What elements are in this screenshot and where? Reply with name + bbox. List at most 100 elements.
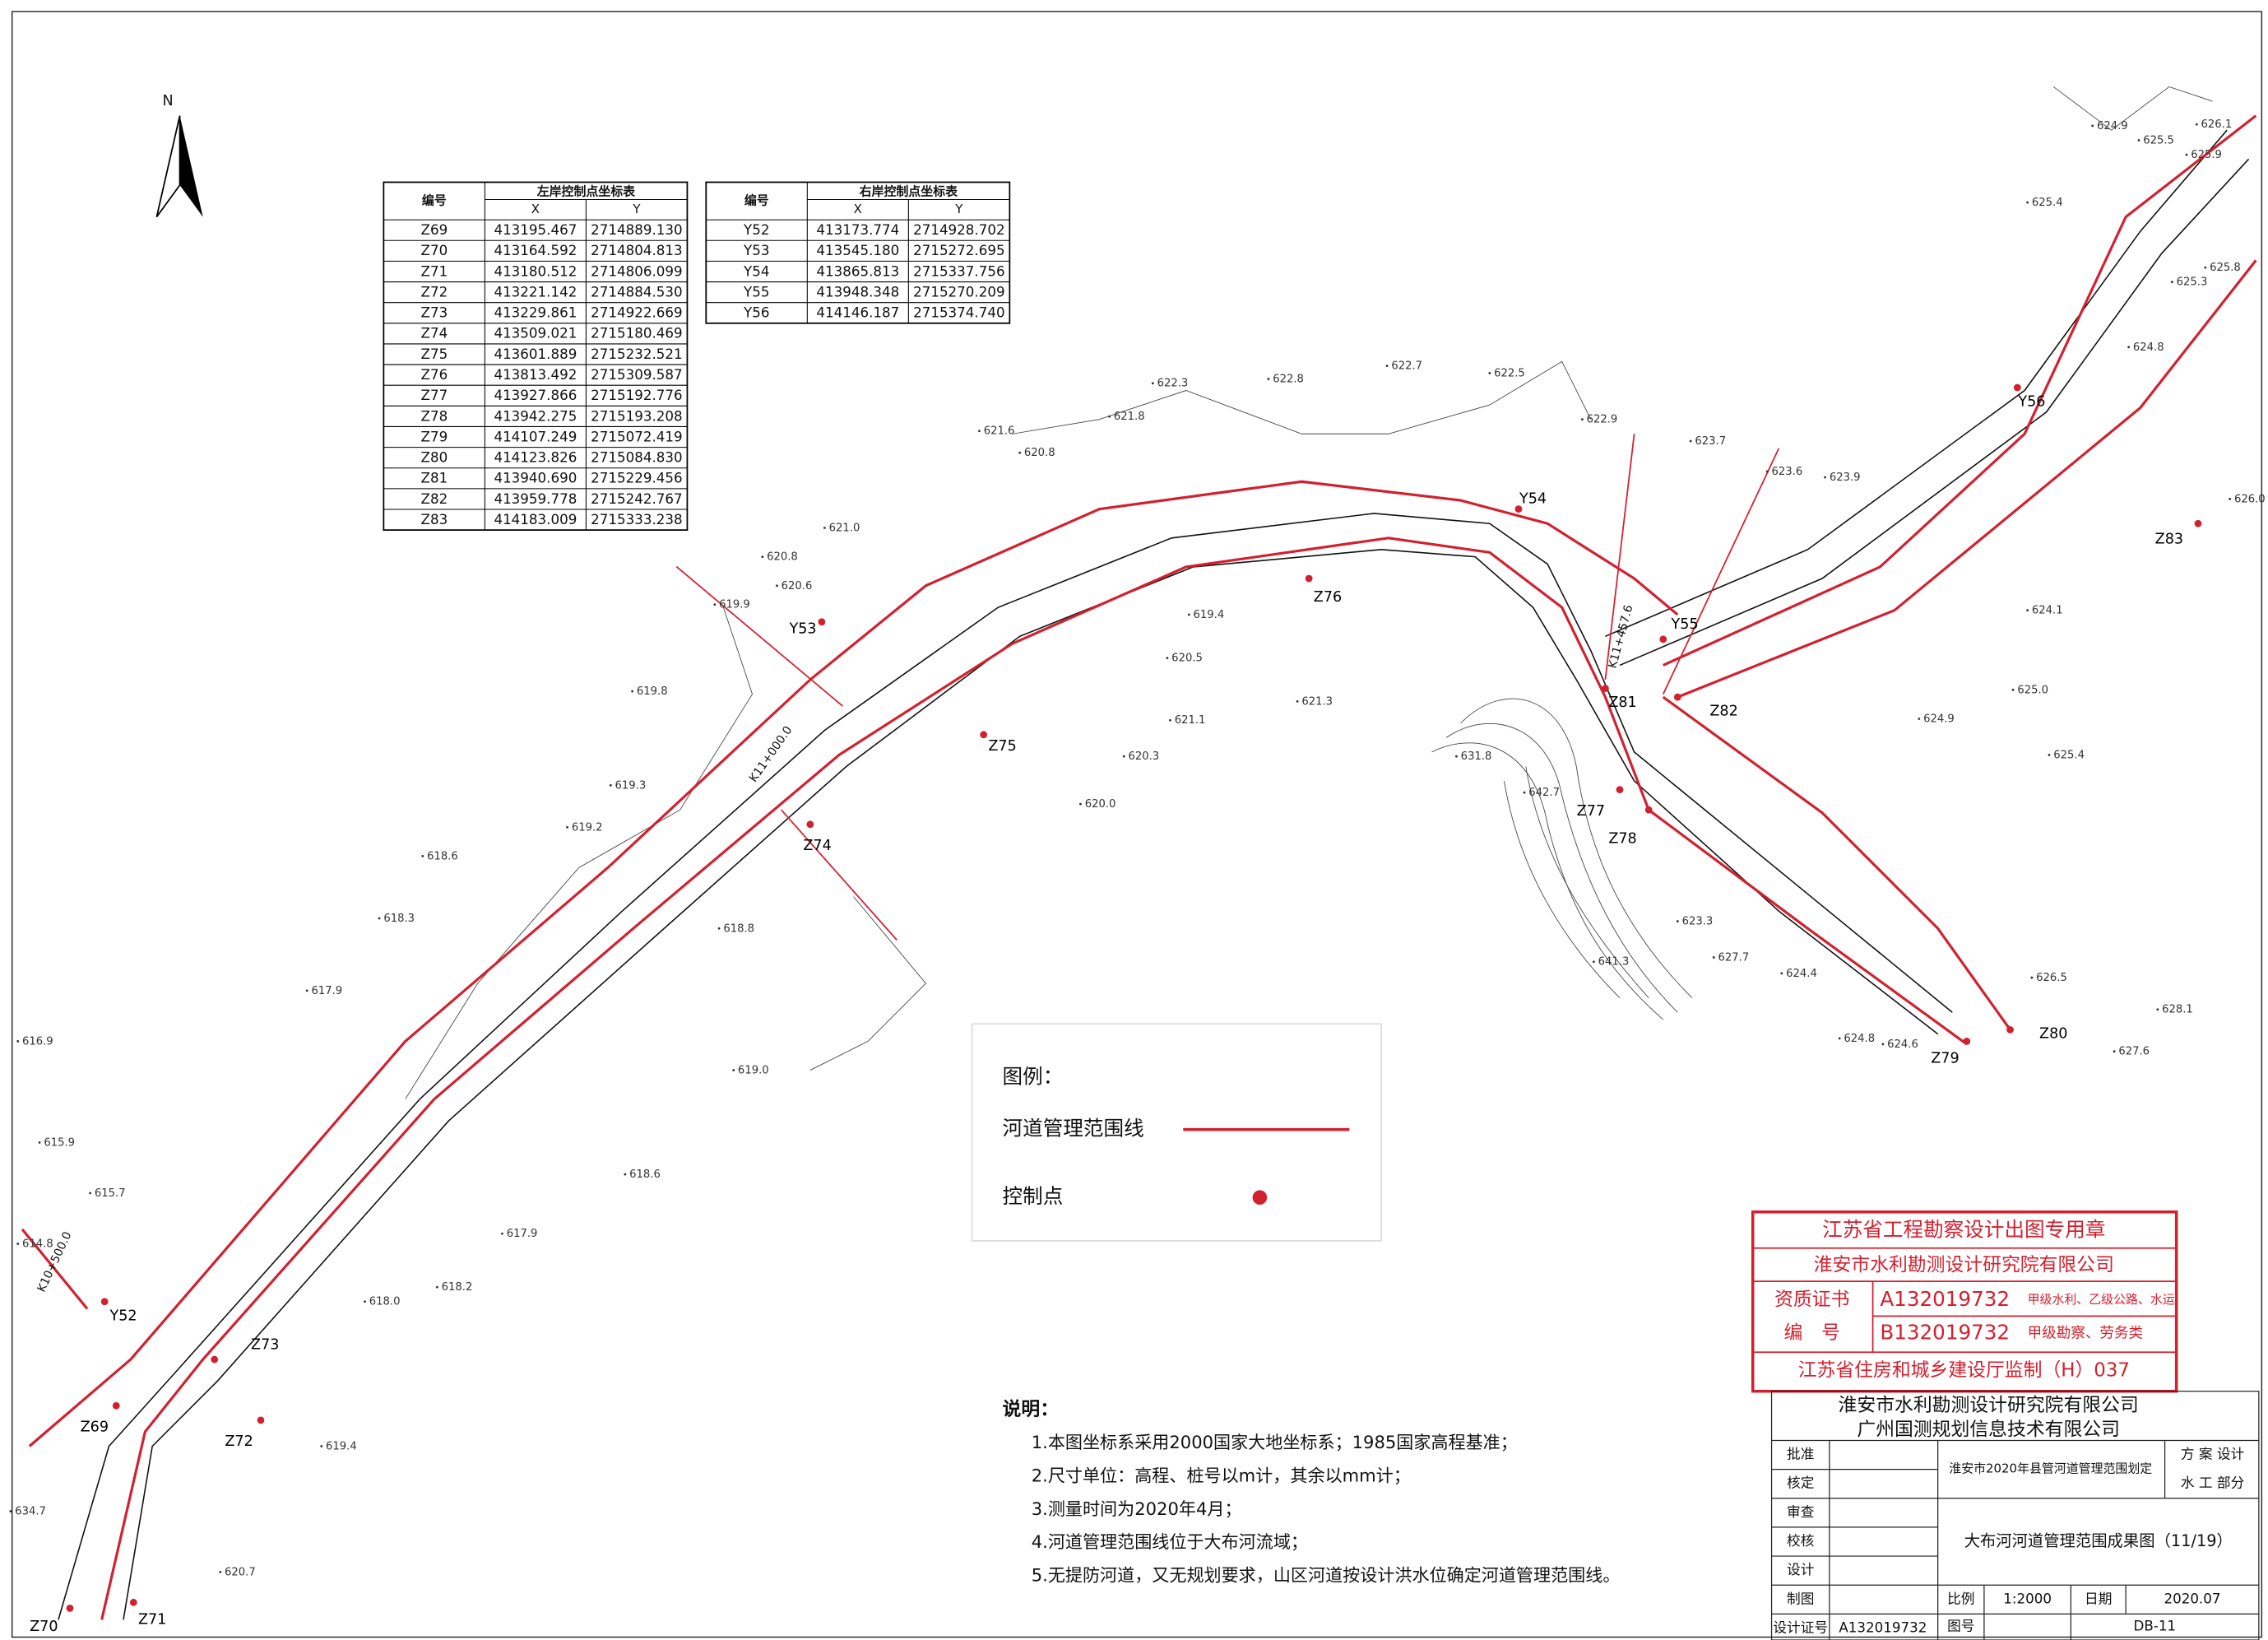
spot <box>713 603 717 606</box>
table-title: 右岸控制点坐标表 <box>860 184 958 199</box>
elevation: 622.8 <box>1273 373 1304 385</box>
spot <box>823 527 826 529</box>
elevation: 625.9 <box>2191 149 2222 161</box>
table-cell: 2714922.669 <box>591 305 682 321</box>
role: 校核 <box>1787 1533 1815 1549</box>
elevation: 627.7 <box>1718 951 1750 964</box>
spot <box>501 1232 503 1235</box>
table-cell: Z75 <box>421 346 448 362</box>
spot <box>1488 372 1491 374</box>
legend-item: 河道管理范围线 <box>1003 1117 1144 1141</box>
spot <box>421 855 424 857</box>
drawing-title: 大布河河道管理范围成果图（11/19） <box>1964 1531 2233 1550</box>
table-cell: Z70 <box>421 243 448 258</box>
table-cell: 413959.778 <box>494 491 577 507</box>
point-label: Z73 <box>251 1336 279 1353</box>
elevation: 626.5 <box>2036 972 2067 984</box>
spot <box>1765 470 1769 473</box>
spot <box>2137 139 2140 142</box>
table-cell: 414146.187 <box>816 305 899 321</box>
table-header: X <box>531 202 540 216</box>
control-point <box>1644 806 1653 814</box>
table-cell: 2715337.756 <box>913 263 1004 279</box>
elevation: 642.7 <box>1528 787 1560 799</box>
elevation: 622.7 <box>1391 360 1422 373</box>
table-cell: 2715333.238 <box>591 512 682 527</box>
point-label: Y55 <box>1671 616 1699 633</box>
table-header: X <box>854 202 862 216</box>
table-cell: 413229.861 <box>494 305 577 321</box>
table-header: Y <box>632 202 641 216</box>
point-label: Z78 <box>1608 830 1636 847</box>
elevation: 619.3 <box>615 779 647 792</box>
point-label: Z70 <box>30 1619 58 1635</box>
table-cell: Z79 <box>421 429 448 444</box>
table-cell: 413813.492 <box>494 367 577 383</box>
control-point <box>1305 574 1313 583</box>
table-cell: 413545.180 <box>816 243 899 258</box>
table-cell: 2714884.530 <box>591 284 682 300</box>
elevation: 634.7 <box>15 1506 46 1518</box>
spot <box>1166 657 1169 660</box>
spot <box>624 1173 627 1176</box>
elevation: 622.9 <box>1587 414 1618 426</box>
table-cell: Z74 <box>421 326 448 341</box>
point-label: Z69 <box>81 1419 109 1436</box>
north-label: N <box>162 93 173 109</box>
table-cell: 413942.275 <box>494 408 577 424</box>
note: 4.河道管理范围线位于大布河流域； <box>1032 1531 1308 1552</box>
cert-no: A132019732 <box>1839 1619 1927 1635</box>
control-point <box>257 1416 265 1424</box>
spot <box>2091 124 2094 128</box>
table-cell: 2715272.695 <box>913 243 1004 258</box>
control-point <box>1514 505 1523 513</box>
control-point <box>2013 383 2021 392</box>
stamp-scope: 甲级水利、乙级公路、水运 <box>2028 1292 2175 1307</box>
control-point <box>2006 1025 2014 1034</box>
spot <box>16 1243 20 1245</box>
elevation: 623.9 <box>1830 472 1861 484</box>
table-cell: 2714804.813 <box>591 243 682 258</box>
part: 水 工 部分 <box>2181 1475 2245 1491</box>
control-point <box>112 1401 120 1410</box>
elevation: 624.1 <box>2032 605 2063 617</box>
spot <box>219 1570 222 1573</box>
stamp-title: 江苏省工程勘察设计出图专用章 <box>1822 1218 2105 1242</box>
table-cell: 413180.512 <box>494 263 577 279</box>
elevation: 625.8 <box>2210 262 2241 274</box>
elevation: 615.7 <box>95 1187 126 1200</box>
table-cell: 414107.249 <box>494 429 577 444</box>
spot <box>38 1141 41 1144</box>
elevation: 614.8 <box>22 1238 53 1250</box>
project: 淮安市2020年县管河道管理范围划定 <box>1949 1461 2152 1476</box>
contours <box>405 86 2213 1099</box>
spot <box>1385 365 1389 368</box>
table-cell: Z80 <box>421 450 448 466</box>
spot <box>761 555 764 559</box>
elevation: 624.9 <box>1923 713 1955 725</box>
note: 5.无提防河道，又无规划要求，山区河道按设计洪水位确定河道管理范围线。 <box>1032 1565 1621 1586</box>
spot <box>9 1510 12 1512</box>
spot <box>1296 699 1299 703</box>
spot <box>1018 451 1022 454</box>
elevation: 622.3 <box>1157 378 1189 390</box>
elevation: 625.0 <box>2017 684 2048 696</box>
elevation: 621.6 <box>984 425 1015 438</box>
spot <box>1169 718 1171 722</box>
table-cell: 2715309.587 <box>591 367 682 383</box>
table-cell: 413164.592 <box>494 243 577 258</box>
note: 3.测量时间为2020年4月； <box>1032 1498 1242 1519</box>
table-cell: 413865.813 <box>816 263 899 279</box>
spot <box>1455 755 1458 758</box>
elevation: 615.9 <box>44 1136 75 1149</box>
spot <box>566 825 568 829</box>
elevation: 623.7 <box>1695 435 1726 448</box>
control-point <box>1602 685 1609 692</box>
role: 设计 <box>1787 1562 1814 1577</box>
spot <box>1689 439 1692 443</box>
spot <box>2204 266 2207 269</box>
elevation: 617.9 <box>311 985 342 997</box>
table-cell: Z72 <box>421 284 448 300</box>
